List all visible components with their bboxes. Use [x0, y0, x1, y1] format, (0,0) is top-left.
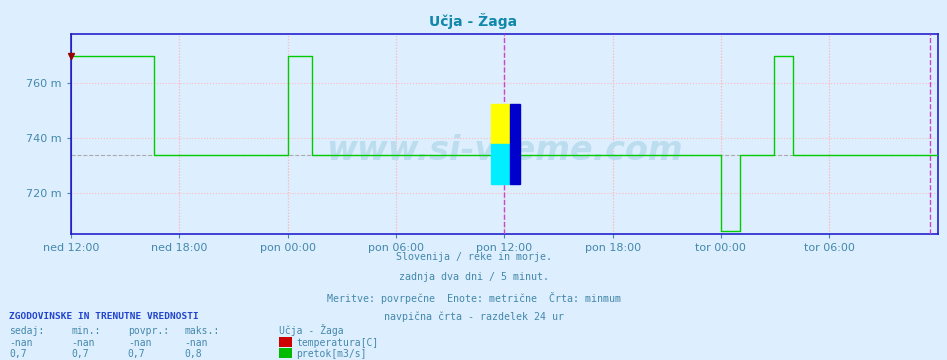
Text: navpična črta - razdelek 24 ur: navpična črta - razdelek 24 ur — [384, 311, 563, 322]
Bar — [491, 104, 510, 144]
Text: Učja - Žaga: Učja - Žaga — [279, 324, 344, 336]
Text: -nan: -nan — [71, 338, 95, 348]
Text: pretok[m3/s]: pretok[m3/s] — [296, 349, 366, 359]
Text: Učja - Žaga: Učja - Žaga — [429, 13, 518, 28]
Text: povpr.:: povpr.: — [128, 326, 169, 336]
Text: zadnja dva dni / 5 minut.: zadnja dva dni / 5 minut. — [399, 272, 548, 282]
Text: Meritve: povrpečne  Enote: metrične  Črta: minmum: Meritve: povrpečne Enote: metrične Črta:… — [327, 292, 620, 303]
Text: min.:: min.: — [71, 326, 100, 336]
Text: temperatura[C]: temperatura[C] — [296, 338, 379, 348]
Text: -nan: -nan — [9, 338, 33, 348]
Bar — [491, 144, 510, 184]
Text: -nan: -nan — [128, 338, 152, 348]
Bar — [510, 104, 520, 184]
Text: maks.:: maks.: — [185, 326, 220, 336]
Text: Slovenija / reke in morje.: Slovenija / reke in morje. — [396, 252, 551, 262]
Text: ZGODOVINSKE IN TRENUTNE VREDNOSTI: ZGODOVINSKE IN TRENUTNE VREDNOSTI — [9, 312, 199, 321]
Text: 0,8: 0,8 — [185, 349, 203, 359]
Text: sedaj:: sedaj: — [9, 326, 45, 336]
Text: -nan: -nan — [185, 338, 208, 348]
Text: 0,7: 0,7 — [9, 349, 27, 359]
Text: 0,7: 0,7 — [128, 349, 146, 359]
Text: www.si-vreme.com: www.si-vreme.com — [326, 134, 683, 167]
Text: 0,7: 0,7 — [71, 349, 89, 359]
